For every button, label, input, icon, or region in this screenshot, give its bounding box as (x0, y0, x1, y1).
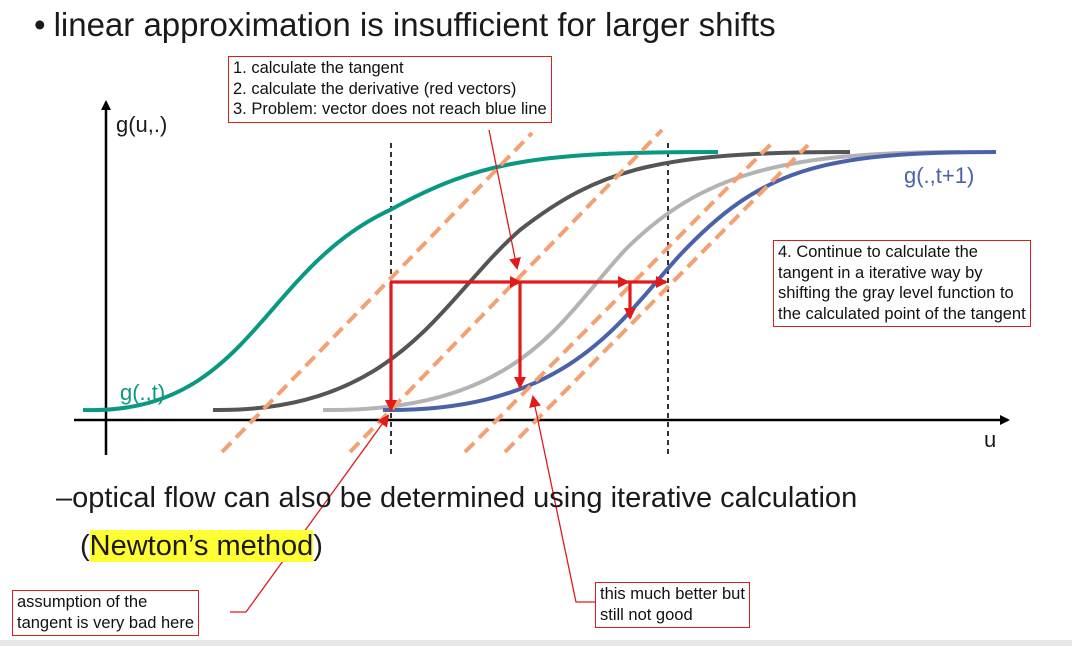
tangent-line-4 (503, 143, 810, 454)
curve-dark-gray (212, 150, 851, 413)
sub-bullet-dash: – (56, 482, 73, 514)
tangent-line-1 (220, 131, 534, 454)
callout-bad-line: tangent is very bad here (17, 613, 195, 632)
callout-steps-line: 1. calculate the tangent (233, 59, 404, 77)
callout-better: this much better but still not good (595, 582, 750, 628)
tangent-line-3 (463, 138, 777, 454)
paren-open: ( (80, 530, 90, 562)
callout-better-line: this much better but (600, 585, 745, 603)
bottom-bar (0, 640, 1072, 646)
pointer-steps (488, 129, 521, 270)
callout-continue-line: 4. Continue to calculate the (778, 243, 978, 261)
pointer-better (529, 395, 595, 603)
curve-g-t-label: g(.,t) (120, 380, 165, 405)
sub-bullet-text: optical flow can also be determined usin… (72, 482, 858, 514)
callout-continue-line: the calculated point of the tangent (778, 304, 1026, 323)
callout-continue-line: shifting the gray level function to (778, 284, 1014, 302)
y-axis-label: g(u,.) (116, 112, 167, 137)
callout-bad: assumption of the tangent is very bad he… (12, 590, 200, 636)
callout-steps-line: 3. Problem: vector does not reach blue l… (233, 100, 547, 118)
heading-text: linear approximation is insufficient for… (53, 6, 776, 43)
slide-heading: • linear approximation is insufficient fo… (34, 4, 776, 46)
newton-method-highlight: Newton’s method (89, 530, 314, 562)
curve-light-gray (322, 150, 961, 413)
callout-steps: 1. calculate the tangent 2. calculate th… (228, 56, 552, 123)
callout-continue-line: tangent in a iterative way by (778, 263, 983, 282)
tangent-line-2 (348, 128, 664, 454)
x-axis-label: u (984, 427, 996, 452)
callout-better-line: still not good (600, 605, 693, 624)
sub-bullet-method: (Newton’s method) (80, 526, 323, 566)
curve-g-t (82, 150, 719, 413)
pointer-bad (230, 414, 390, 613)
sub-bullet: –optical flow can also be determined usi… (56, 478, 857, 518)
paren-close: ) (313, 530, 323, 562)
callout-bad-line: assumption of the (17, 593, 148, 611)
callout-steps-line: 2. calculate the derivative (red vectors… (233, 79, 517, 98)
callout-continue: 4. Continue to calculate the tangent in … (773, 240, 1031, 327)
curve-g-t1-label: g(.,t+1) (904, 163, 974, 188)
bullet-marker: • (34, 6, 46, 43)
